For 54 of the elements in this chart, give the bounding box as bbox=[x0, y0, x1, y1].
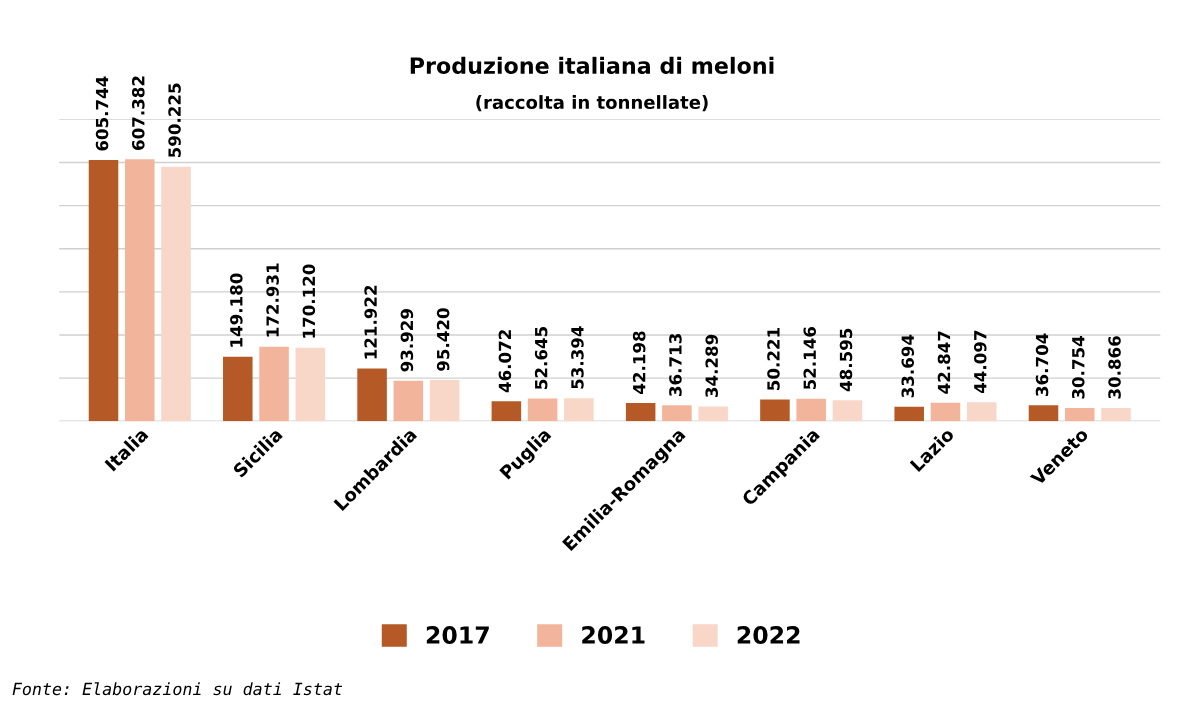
data-label: 95.420 bbox=[436, 308, 450, 371]
data-label: 36.713 bbox=[669, 334, 682, 396]
source-note: Fonte: Elaborazioni su dati Istat bbox=[12, 682, 343, 696]
data-label: 93.929 bbox=[400, 309, 414, 372]
data-label: 30.866 bbox=[1108, 336, 1121, 399]
data-label: 149.180 bbox=[230, 273, 243, 347]
data-label: 48.595 bbox=[839, 328, 853, 392]
chart-subtitle: (raccolta in tonnellate) bbox=[476, 95, 708, 112]
bar bbox=[527, 398, 558, 422]
data-label: 53.394 bbox=[571, 326, 584, 389]
bar bbox=[491, 401, 522, 422]
data-label: 52.645 bbox=[534, 327, 548, 389]
bar bbox=[125, 159, 155, 422]
data-label: 36.704 bbox=[1035, 333, 1049, 396]
data-label: 30.754 bbox=[1071, 336, 1085, 399]
bar bbox=[295, 347, 326, 422]
chart-title: Produzione italiana di meloni bbox=[410, 56, 774, 75]
bar bbox=[223, 356, 253, 422]
data-label: 46.072 bbox=[498, 330, 512, 393]
bar bbox=[625, 403, 656, 422]
legend-label: 2021 bbox=[582, 626, 645, 644]
data-label: 44.097 bbox=[973, 330, 987, 394]
legend-label: 2022 bbox=[737, 626, 800, 644]
data-label: 607.382 bbox=[132, 76, 145, 150]
data-label: 50.221 bbox=[767, 328, 780, 390]
bar bbox=[393, 380, 424, 422]
data-label: 42.198 bbox=[632, 331, 646, 394]
data-label: 52.146 bbox=[803, 326, 817, 390]
bar bbox=[564, 398, 594, 422]
data-label: 605.744 bbox=[95, 76, 109, 151]
bar bbox=[161, 166, 191, 422]
data-label: 42.847 bbox=[937, 331, 951, 394]
bar bbox=[796, 398, 826, 422]
bar bbox=[966, 402, 997, 422]
bar bbox=[1028, 405, 1059, 422]
data-label: 34.289 bbox=[705, 334, 718, 397]
bar bbox=[429, 380, 460, 422]
data-label: 121.922 bbox=[364, 285, 377, 359]
legend-label: 2017 bbox=[426, 626, 489, 644]
data-label: 170.120 bbox=[302, 264, 316, 338]
data-label: 33.694 bbox=[901, 334, 915, 398]
bar bbox=[259, 346, 289, 422]
bar bbox=[357, 368, 387, 422]
data-label: 172.931 bbox=[266, 263, 279, 337]
bar bbox=[88, 159, 119, 422]
bar bbox=[832, 400, 863, 422]
bar bbox=[698, 406, 728, 422]
bar bbox=[930, 402, 961, 422]
bar bbox=[894, 406, 924, 422]
bar bbox=[662, 405, 692, 422]
bar bbox=[1064, 407, 1095, 422]
bar bbox=[1101, 407, 1131, 422]
data-label: 590.225 bbox=[168, 83, 181, 158]
bar bbox=[760, 399, 790, 422]
